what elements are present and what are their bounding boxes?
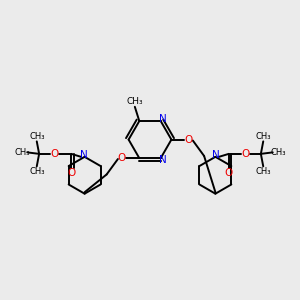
Text: O: O [185, 135, 193, 145]
Text: N: N [159, 114, 167, 124]
Text: N: N [212, 150, 220, 160]
Text: CH₃: CH₃ [256, 167, 271, 176]
Text: CH₃: CH₃ [29, 132, 44, 141]
Text: O: O [67, 169, 75, 178]
Text: O: O [118, 153, 126, 163]
Text: CH₃: CH₃ [256, 132, 271, 141]
Text: CH₃: CH₃ [14, 148, 30, 157]
Text: CH₃: CH₃ [29, 167, 44, 176]
Text: N: N [80, 150, 88, 160]
Text: O: O [225, 169, 233, 178]
Text: N: N [159, 154, 167, 165]
Text: CH₃: CH₃ [270, 148, 286, 157]
Text: CH₃: CH₃ [127, 97, 143, 106]
Text: O: O [50, 149, 58, 159]
Text: O: O [242, 149, 250, 159]
